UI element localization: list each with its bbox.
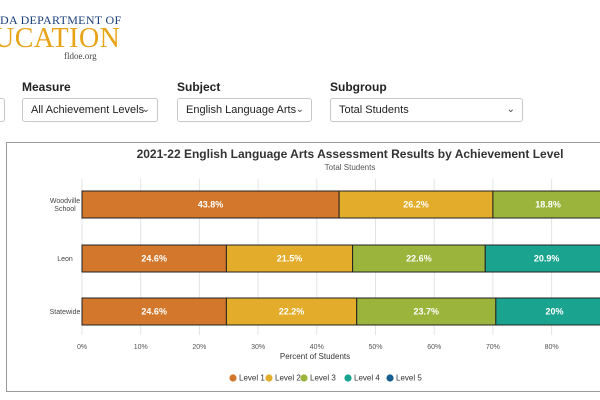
chevron-down-icon: ⌄ [295,104,304,115]
data-label: 21.5% [277,254,303,264]
x-axis-label: Percent of Students [280,352,350,361]
data-label: 26.2% [403,200,429,210]
chevron-down-icon: ⌄ [141,104,150,115]
logo-department-text: DA DEPARTMENT OF [0,13,122,27]
x-tick-label: 60% [427,344,441,351]
chart-container: 2021-22 English Language Arts Assessment… [6,142,600,392]
logo-education-text: UCATION [0,23,121,54]
data-label: 23.7% [414,307,440,317]
y-category-label: Leon [57,256,73,263]
data-label: 22.6% [406,254,432,264]
measure-select[interactable]: All Achievement Levels ⌄ [22,98,158,122]
bar-segment [484,244,600,273]
x-tick-label: 30% [251,344,265,351]
chart-bars [81,190,600,326]
legend-marker [265,374,273,382]
chevron-down-icon: ⌄ [506,104,515,115]
bar-segment [225,244,354,273]
legend-item[interactable]: Level 1 [229,374,265,383]
fldoe-logo[interactable]: DA DEPARTMENT OF UCATION fldoe.org [0,8,121,61]
previous-filter-select[interactable] [0,98,5,122]
x-tick-label: 10% [134,344,148,351]
y-category-label: Woodville School [50,198,80,213]
subject-select[interactable]: English Language Arts ⌄ [177,98,312,122]
legend-label: Level 1 [239,374,265,383]
legend-marker [229,374,237,382]
subgroup-select-value: Total Students [339,104,409,116]
logo-url-text: fldoe.org [64,51,97,61]
legend-marker [344,374,352,382]
chart-text: 2021-22 English Language Arts Assessment… [50,147,564,361]
legend-item[interactable]: Level 3 [300,374,336,383]
x-tick-label: 50% [368,344,382,351]
chart-title: 2021-22 English Language Arts Assessment… [137,147,564,161]
chart-legend: Level 1 Level 2 Level 3 Level 4 Level 5 [229,374,422,383]
chart-subtitle: Total Students [325,163,376,172]
legend-label: Level 3 [310,374,336,383]
bar-segment [225,297,358,326]
data-label: 43.8% [198,200,224,210]
bar-segment [356,297,497,326]
legend-label: Level 2 [275,374,301,383]
x-tick-label: 70% [486,344,500,351]
bar-segment [81,244,227,273]
legend-item[interactable]: Level 5 [386,374,422,383]
legend-label: Level 5 [396,374,422,383]
subgroup-label: Subgroup [330,80,387,94]
data-label: 20% [546,307,564,317]
data-label: 24.6% [141,254,167,264]
subgroup-select[interactable]: Total Students ⌄ [330,98,523,122]
bar-segment [352,244,486,273]
data-label: 18.8% [535,200,561,210]
measure-select-value: All Achievement Levels [31,104,145,116]
data-label: 20.9% [534,254,560,264]
legend-item[interactable]: Level 2 [265,374,301,383]
stacked-bar-chart: 2021-22 English Language Arts Assessment… [50,147,600,383]
bar-segment [492,190,600,219]
y-category-label: Statewide [50,309,81,316]
legend-label: Level 4 [354,374,380,383]
x-tick-label: 0% [77,344,87,351]
bar-segment [81,190,340,219]
bar-segment [81,297,227,326]
bar-segment [338,190,494,219]
subject-select-value: English Language Arts [186,104,297,116]
x-tick-label: 40% [310,344,324,351]
x-tick-label: 80% [545,344,559,351]
data-label: 22.2% [279,307,305,317]
legend-marker [300,374,308,382]
legend-item[interactable]: Level 4 [344,374,380,383]
subject-label: Subject [177,80,221,94]
bar-segment [495,297,600,326]
legend-marker [386,374,394,382]
x-tick-label: 20% [192,344,206,351]
measure-label: Measure [22,80,71,94]
data-label: 24.6% [141,307,167,317]
